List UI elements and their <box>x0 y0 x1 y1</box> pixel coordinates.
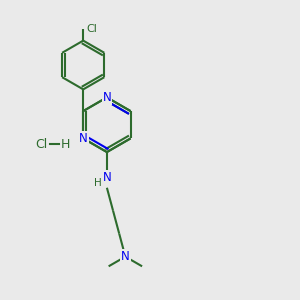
Text: N: N <box>79 132 88 145</box>
Text: N: N <box>103 171 111 184</box>
Text: Cl: Cl <box>87 24 98 34</box>
Text: H: H <box>94 178 101 188</box>
Text: N: N <box>103 91 111 104</box>
Text: Cl: Cl <box>35 138 48 151</box>
Text: H: H <box>61 138 70 151</box>
Text: N: N <box>121 250 130 263</box>
